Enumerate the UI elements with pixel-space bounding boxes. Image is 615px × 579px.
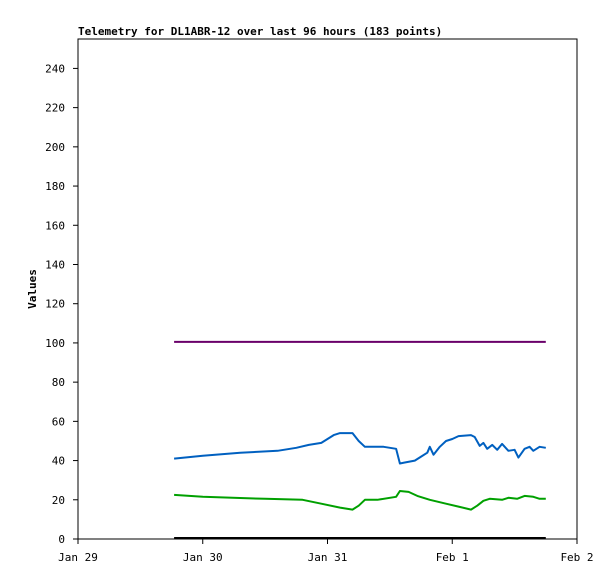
y-tick-label: 100 [45,337,65,350]
y-tick-label: 120 [45,298,65,311]
y-tick-label: 140 [45,258,65,271]
x-tick-label: Jan 31 [308,551,348,564]
series-lines [173,340,546,539]
x-axis-ticks: Jan 29 Jan 30 Jan 31 Feb 1 Feb 2 [58,539,594,564]
y-tick-label: 20 [52,494,65,507]
y-tick-label: 160 [45,219,65,232]
plot-frame [77,38,578,540]
y-axis-label: Values [26,269,39,309]
y-tick-label: 180 [45,180,65,193]
series-line-2 [173,432,546,465]
x-tick-label: Jan 30 [183,551,223,564]
y-tick-label: 0 [58,533,65,546]
x-tick-label: Jan 29 [58,551,98,564]
y-tick-label: 240 [45,62,65,75]
y-tick-label: 60 [52,415,65,428]
series-line-3 [174,490,546,511]
x-tick-label: Feb 2 [560,551,593,564]
y-tick-label: 80 [52,376,65,389]
chart-title: Telemetry for DL1ABR-12 over last 96 hou… [78,25,442,38]
x-tick-label: Feb 1 [436,551,469,564]
y-tick-label: 200 [45,141,65,154]
y-tick-label: 40 [52,455,65,468]
y-axis-ticks: 0 20 40 60 80 100 120 140 160 180 200 220 240 [45,62,78,546]
y-tick-label: 220 [45,102,65,115]
